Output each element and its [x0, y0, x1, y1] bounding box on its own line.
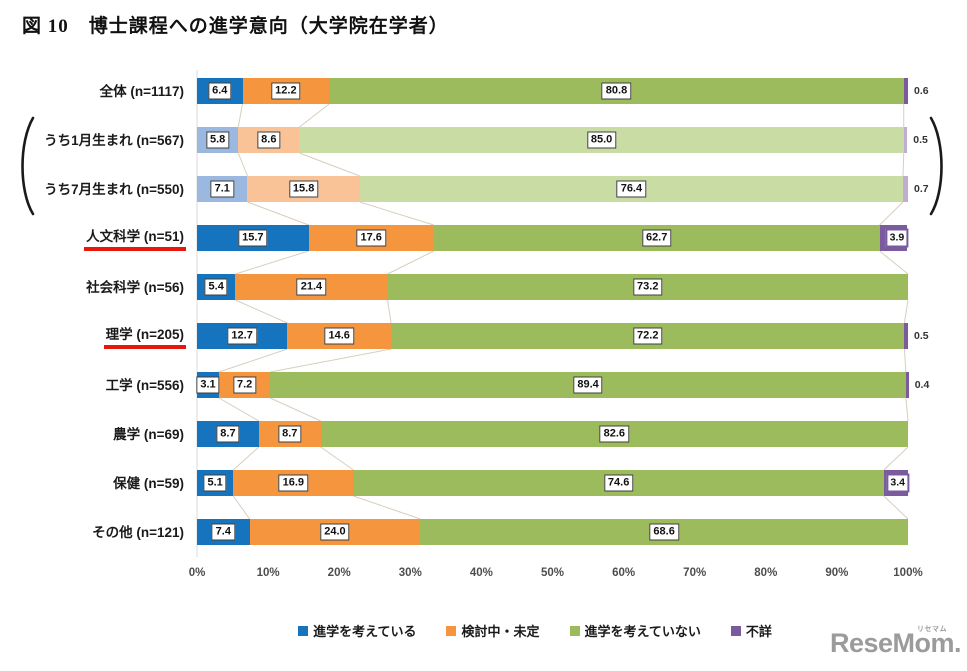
category-label-text: 保健 (n=59)	[113, 476, 184, 491]
value-label: 14.6	[324, 327, 354, 345]
value-label: 5.4	[204, 278, 228, 296]
category-label: 工学 (n=556)	[0, 374, 186, 396]
category-label: うち1月生まれ (n=567)	[0, 129, 186, 151]
value-label: 73.2	[633, 278, 663, 296]
value-label: 6.4	[208, 82, 232, 100]
legend-swatch	[446, 625, 457, 636]
value-label: 12.7	[227, 327, 257, 345]
value-label: 12.2	[271, 82, 301, 100]
value-label: 7.1	[210, 180, 234, 198]
category-label: 農学 (n=69)	[0, 423, 186, 445]
x-axis-tick: 60%	[612, 567, 636, 579]
value-label: 8.7	[278, 425, 302, 443]
value-label-outside: 0.5	[913, 134, 928, 146]
legend-item-undecided: 検討中・未定	[446, 621, 540, 640]
category-label-text: その他 (n=121)	[92, 525, 184, 540]
x-axis-tick: 0%	[188, 567, 206, 579]
legend-label: 進学を考えている	[313, 624, 417, 639]
x-axis-tick: 20%	[327, 567, 351, 579]
value-label: 8.6	[257, 131, 281, 149]
legend-swatch	[730, 625, 741, 636]
logo-ruby: リセマム	[917, 626, 947, 633]
value-label: 5.8	[205, 131, 230, 149]
value-label: 3.4	[886, 473, 909, 493]
bar-segment-unknown	[903, 78, 908, 104]
category-label: 人文科学 (n=51)	[0, 225, 186, 251]
value-label: 21.4	[296, 278, 327, 296]
category-label-text: うち1月生まれ (n=567)	[44, 133, 184, 148]
logo-text: ReseMom.	[829, 628, 962, 658]
value-label: 68.6	[649, 523, 679, 541]
category-label: その他 (n=121)	[0, 521, 186, 543]
x-axis-tick: 10%	[256, 567, 280, 579]
category-label: うち7月生まれ (n=550)	[0, 178, 186, 200]
legend-swatch	[298, 625, 309, 636]
value-label: 85.0	[586, 131, 617, 149]
category-label-text: 全体 (n=1117)	[99, 84, 184, 99]
x-axis-tick: 90%	[825, 567, 849, 579]
resemom-logo: ReseMom. リセマム	[829, 626, 962, 659]
legend-label: 進学を考えていない	[584, 624, 701, 639]
value-label: 5.1	[203, 474, 227, 492]
category-label-text: 工学 (n=556)	[105, 378, 184, 393]
category-label-text: 社会科学 (n=56)	[86, 280, 184, 295]
x-axis-tick: 70%	[683, 567, 707, 579]
value-label: 24.0	[320, 523, 350, 541]
value-label: 16.9	[278, 474, 309, 492]
value-label: 89.4	[573, 376, 603, 394]
bar-segment-unknown	[903, 176, 908, 202]
legend-item-considering: 進学を考えている	[298, 621, 416, 640]
legend-label: 検討中・未定	[461, 624, 540, 639]
bar-segment-unknown	[905, 372, 909, 398]
x-axis-tick: 80%	[754, 567, 778, 579]
x-axis-tick: 30%	[398, 567, 422, 579]
value-label: 3.9	[885, 228, 909, 248]
legend-item-not-considering: 進学を考えていない	[569, 621, 701, 640]
x-axis-tick: 40%	[469, 567, 493, 579]
value-label: 80.8	[601, 82, 632, 100]
category-label-text: 理学 (n=205)	[103, 323, 186, 349]
category-label: 全体 (n=1117)	[0, 80, 186, 102]
category-label-text: うち7月生まれ (n=550)	[44, 182, 184, 197]
category-label: 理学 (n=205)	[0, 323, 186, 349]
bar-segment-unknown	[904, 323, 908, 349]
x-axis-tick: 50%	[540, 567, 565, 579]
category-label-text: 農学 (n=69)	[113, 427, 184, 442]
legend: 進学を考えている 検討中・未定 進学を考えていない 不詳	[150, 621, 920, 640]
value-label: 7.4	[211, 523, 235, 541]
category-label: 社会科学 (n=56)	[0, 276, 186, 298]
value-label: 74.6	[603, 474, 634, 492]
value-label: 17.6	[356, 229, 386, 247]
value-label: 62.7	[641, 229, 672, 247]
value-label-outside: 0.5	[914, 330, 929, 342]
value-label-outside: 0.6	[914, 85, 929, 97]
bar-segment-unknown	[903, 127, 908, 153]
value-label: 82.6	[599, 425, 630, 443]
value-label-outside: 0.4	[914, 379, 930, 391]
x-axis-tick: 100%	[893, 567, 923, 579]
figure-title: 図 10 博士課程への進学意向（大学院在学者）	[22, 16, 449, 37]
category-label: 保健 (n=59)	[0, 472, 186, 494]
value-label-outside: 0.7	[914, 183, 929, 195]
value-label: 72.2	[633, 327, 663, 345]
legend-swatch	[569, 625, 580, 636]
value-label: 7.2	[232, 376, 257, 394]
category-label-text: 人文科学 (n=51)	[84, 225, 186, 251]
legend-label: 不詳	[745, 624, 772, 639]
value-label: 8.7	[216, 425, 240, 443]
value-label: 15.8	[288, 180, 319, 198]
legend-item-unknown: 不詳	[730, 621, 772, 640]
value-label: 15.7	[238, 229, 268, 247]
value-label: 76.4	[616, 180, 647, 198]
